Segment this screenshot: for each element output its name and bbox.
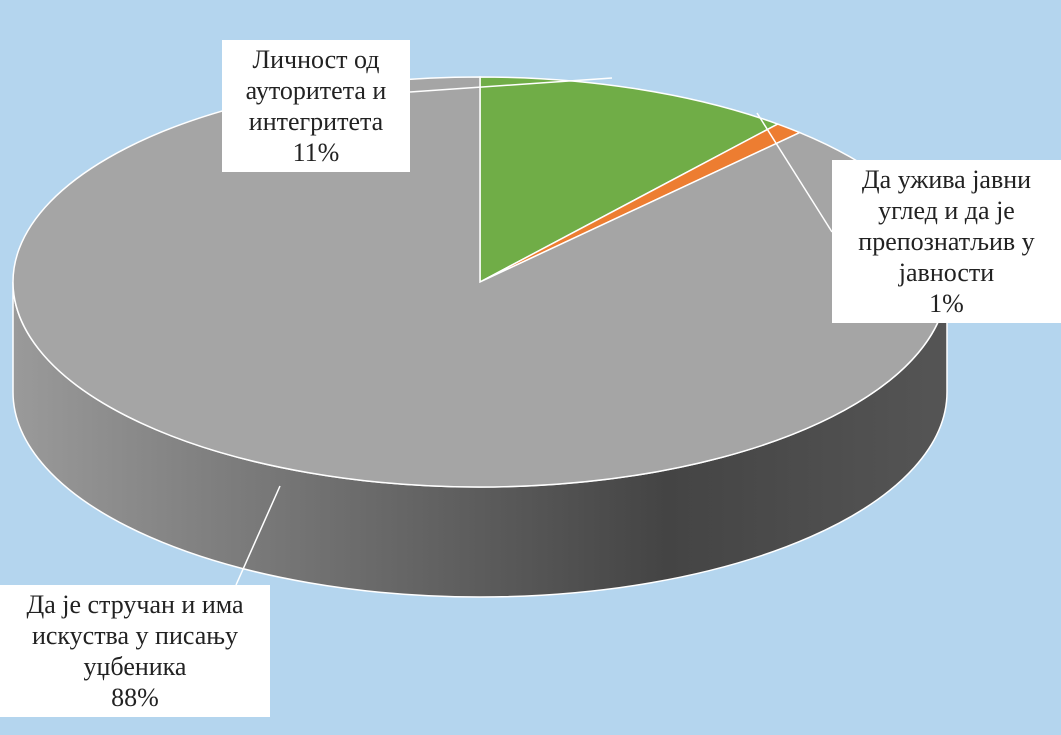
leader-line xyxy=(409,77,613,93)
data-label: Да ужива јавни углед и да је препознатљи… xyxy=(832,160,1061,323)
leader-line xyxy=(756,112,833,233)
leader-line xyxy=(235,485,281,586)
label-value: 88% xyxy=(111,683,159,712)
pie-slice xyxy=(12,76,948,488)
label-value: 11% xyxy=(292,138,340,167)
data-label: Да је стручан и има искуства у писању уџ… xyxy=(0,585,270,717)
pie-slice xyxy=(479,76,780,284)
label-category: Да је стручан и има искуства у писању уџ… xyxy=(26,590,244,681)
data-label: Личност од ауторитета и интегритета 11% xyxy=(222,40,410,172)
label-category: Личност од ауторитета и интегритета xyxy=(245,45,387,136)
label-category: Да ужива јавни углед и да је препознатљи… xyxy=(858,165,1035,287)
label-value: 1% xyxy=(929,289,964,318)
